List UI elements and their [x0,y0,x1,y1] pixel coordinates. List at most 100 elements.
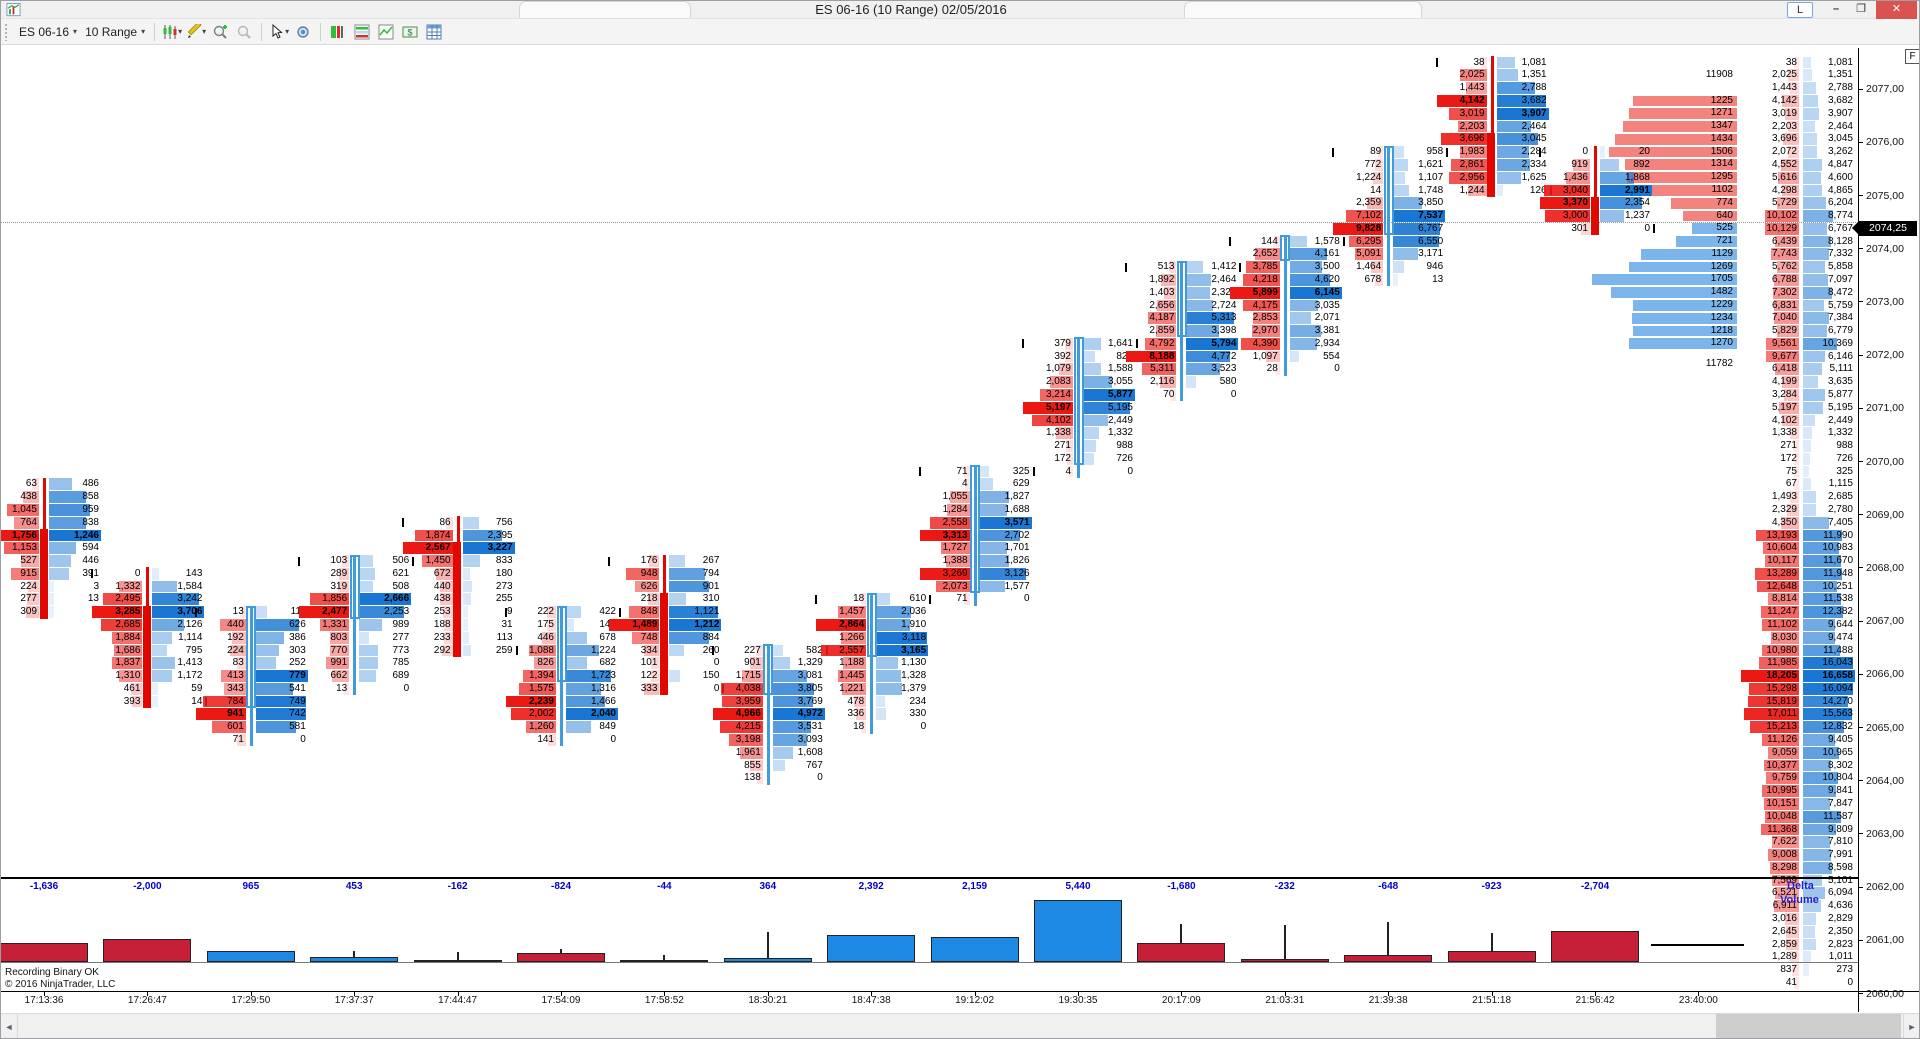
time-label: 20:17:09 [1161,995,1201,1006]
scroll-right-icon[interactable]: ► [1903,1014,1919,1038]
restore-button[interactable]: ❐ [1856,3,1866,15]
total-ask-cell: 16,043 [1803,657,1855,670]
ask-cell: 2,702 [979,529,1032,542]
total-ask-cell: 3,682 [1803,95,1855,108]
delta-bar [103,939,192,962]
bid-cell: 14 [1370,184,1384,197]
price-label: 2067,00 [1866,615,1904,628]
total-bid-cell: 9,677 [1739,350,1799,363]
ask-cell: 3,171 [1393,248,1445,261]
time-tick [767,991,769,996]
price-tick [1858,567,1863,569]
cursor-button[interactable]: ▾ [269,22,289,42]
instrument-selector[interactable]: ES 06-16 ▾ [15,23,81,41]
drawing-tools-button[interactable]: ▾ [186,22,206,42]
total-bid-cell: 7,743 [1771,248,1799,261]
ask-cell: 1,172 [152,670,204,683]
bid-cell: 2,970 [1252,325,1280,337]
ask-cell: 391 [49,567,101,580]
ask-cell: 508 [359,580,411,593]
ask-cell: 958 [1393,146,1445,159]
close-button[interactable]: ✕ [1876,1,1917,19]
bid-cell: 748 [607,631,660,644]
bid-cell: 1,575 [504,682,556,695]
ask-cell: 20 [1600,146,1652,159]
horizontal-scrollbar[interactable]: ◄ ► [1,1013,1919,1038]
bid-cell: 4 [962,478,970,491]
time-tick [561,991,562,996]
total-bid-cell: 10,129 [1764,222,1799,235]
market-analyzer-button[interactable] [352,22,372,42]
ask-cell: 3,081 [772,670,825,683]
bid-cell: 9,828 [1331,222,1384,235]
title-bar[interactable]: ES 06-16 (10 Range) 02/05/2016 L – ❐ ✕ [1,1,1919,19]
zoom-in-button[interactable] [210,22,230,42]
total-ask-cell: 7,405 [1803,516,1855,529]
ask-cell: 785 [359,657,411,670]
bid-cell: 915 [1,567,39,580]
ask-cell: 1,748 [1393,184,1445,197]
bid-cell: 3,000 [1538,210,1590,223]
ask-cell: 234 [876,695,928,708]
total-ask-cell: 9,474 [1803,631,1855,644]
window-tab[interactable] [1184,1,1422,18]
ask-cell: 833 [462,555,515,568]
link-button[interactable]: L [1787,2,1813,18]
zoom-out-button[interactable] [234,22,254,42]
chart-region[interactable]: 1225 1271 1347 1434 1506 1314 1295 1102 774 640 52… [1,45,1919,1038]
total-bid-cell: 10,117 [1739,555,1799,568]
time-tick [457,991,459,996]
bid-cell: 233 [433,631,453,644]
bid-cell: 919 [1571,158,1590,171]
price-label: 2066,00 [1866,668,1904,681]
bid-cell: 2,557 [814,644,867,657]
time-tick [250,991,252,996]
toolbar-grip[interactable] [4,22,9,41]
total-ask-cell: 8,774 [1803,210,1855,223]
ask-cell: 3,093 [772,734,825,747]
volume-profile-buy-bar [1641,248,1737,260]
total-ask-cell: 12,832 [1803,721,1855,734]
volume-profile-sell-bar [1622,121,1737,132]
chart-style-button[interactable]: ▾ [162,22,182,42]
time-label: 19:12:02 [955,995,995,1006]
mini-chart-button[interactable] [376,22,396,42]
total-ask-cell: 8,472 [1803,286,1855,299]
open-dash [1435,58,1438,68]
time-label: 18:47:38 [851,995,891,1006]
minimize-button[interactable]: – [1832,3,1840,15]
ask-cell: 3,805 [772,682,825,695]
delta-bar [1034,900,1122,962]
data-grid-button[interactable] [424,22,444,42]
account-button[interactable]: $ [400,22,420,42]
ask-cell: 2,284 [1496,146,1549,159]
period-selector[interactable]: 10 Range ▾ [81,23,149,41]
open-dash [1539,147,1541,157]
price-tick [1858,620,1863,622]
volume-profile-sell-bar [1628,108,1737,120]
bid-cell: 4 [1065,465,1073,478]
time-tick [147,991,149,996]
total-bid-cell: 10,980 [1739,644,1799,657]
window-tab[interactable] [519,1,691,18]
delta-separator-line [1,877,1858,879]
volume-profile-buy-bar [1629,261,1737,273]
close-dash [619,607,621,617]
bid-cell: 141 [537,734,556,746]
total-ask-cell: 5,877 [1803,388,1855,401]
scrollbar-thumb[interactable] [1716,1014,1901,1038]
ask-cell: 884 [669,631,721,644]
data-box-button[interactable] [293,22,313,42]
bid-cell: 1,055 [942,491,970,504]
period-label: 10 Range [85,24,138,39]
time-label: 21:51:18 [1472,995,1512,1006]
chart-trader-button[interactable] [328,22,348,42]
total-bid-cell: 2,645 [1771,925,1799,938]
bid-cell: 440 [433,580,453,593]
total-ask-cell: 1,332 [1803,427,1855,440]
total-bid-cell: 1,443 [1771,82,1799,95]
scroll-left-icon[interactable]: ◄ [1,1014,18,1038]
f-button[interactable]: F [1905,49,1919,64]
bid-cell: 3,269 [918,567,970,580]
chart-window-icon [6,3,21,17]
